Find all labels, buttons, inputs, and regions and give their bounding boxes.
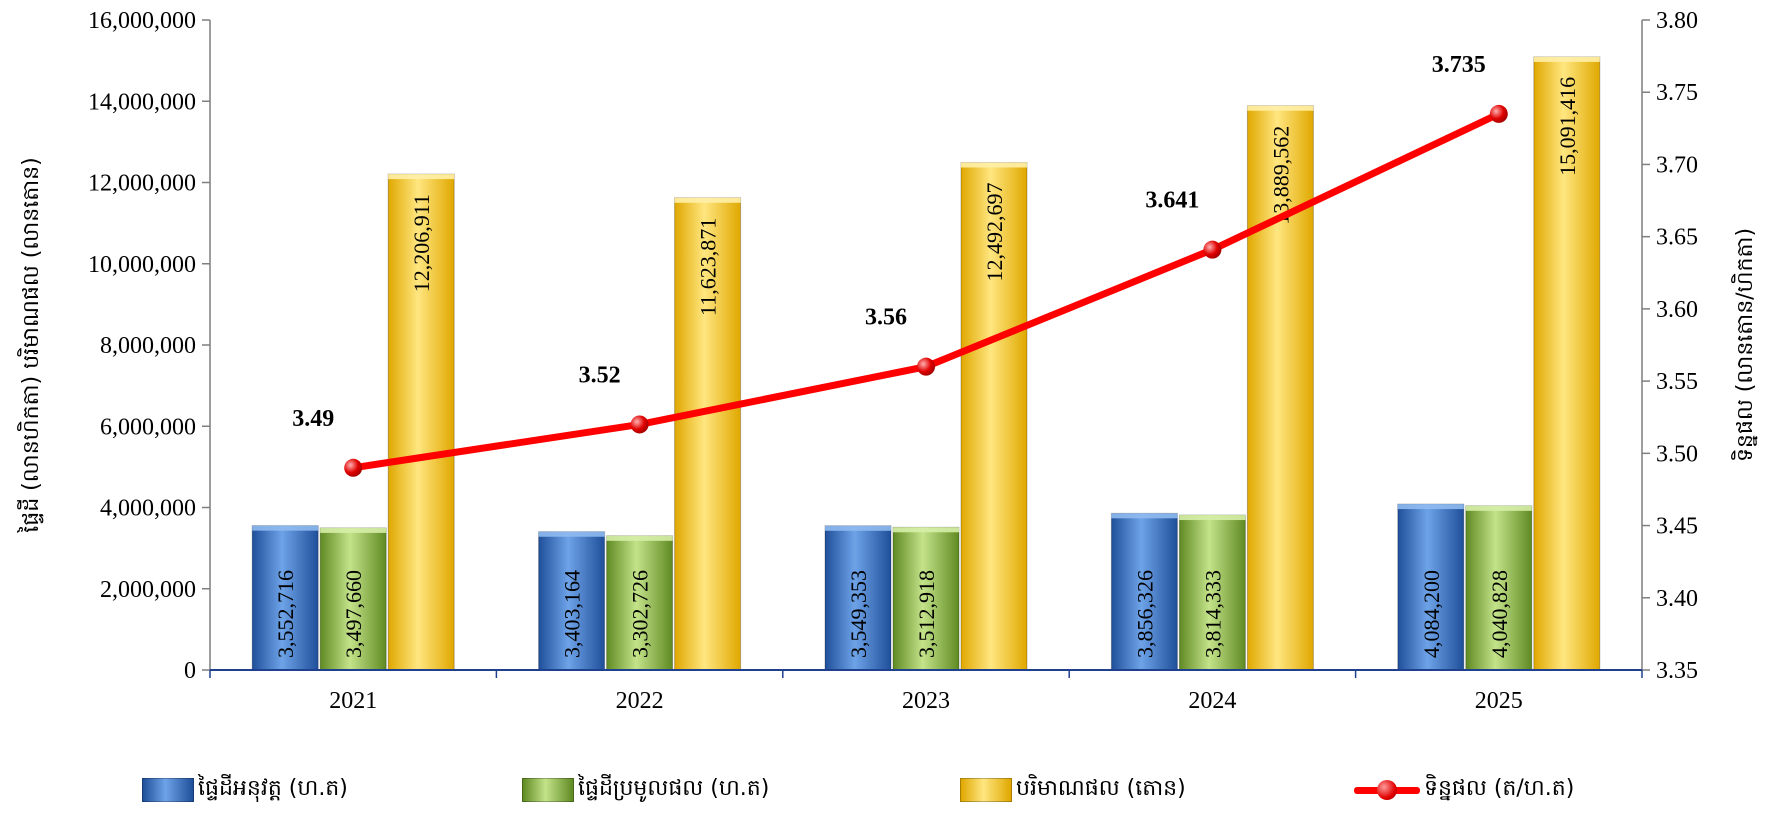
y2-tick-label: 3.55 (1656, 369, 1698, 395)
yield-point (344, 459, 362, 477)
y2-tick-label: 3.60 (1656, 297, 1698, 323)
x-axis-ticks: 2021 2022 2023 2024 2025 (210, 670, 1642, 714)
legend-item-area-harvested: ផ្ទៃដីប្រមូលផល (ហ.ត) (522, 770, 769, 810)
bar-top-highlight (320, 528, 386, 533)
bar-value-label: 3,403,164 (560, 570, 585, 658)
bar-value-label: 4,040,828 (1487, 570, 1512, 658)
yield-point (917, 358, 935, 376)
bar-top-highlight (1534, 57, 1600, 62)
y-tick-label: 6,000,000 (100, 414, 196, 440)
bar-top-highlight (825, 526, 891, 531)
bar-top-highlight (1398, 504, 1464, 509)
bar-top-highlight (1466, 506, 1532, 511)
bar-value-label: 4,084,200 (1419, 570, 1444, 658)
y2-tick-label: 3.70 (1656, 152, 1698, 178)
yield-value-label: 3.735 (1432, 52, 1486, 78)
y2-tick-label: 3.40 (1656, 586, 1698, 612)
bar-value-label: 15,091,416 (1555, 77, 1580, 176)
y2-tick-label: 3.80 (1656, 8, 1698, 34)
y2-tick-label: 3.45 (1656, 514, 1698, 540)
yield-point (631, 415, 649, 433)
bar-value-label: 3,497,660 (341, 570, 366, 658)
yield-value-label: 3.52 (579, 362, 621, 388)
legend-item-area-planted: ផ្ទៃដីអនុវត្ត (ហ.ត) (142, 770, 348, 810)
bar-value-label: 12,492,697 (982, 182, 1007, 281)
bar-top-highlight (252, 526, 318, 531)
bar-value-label: 3,856,326 (1132, 570, 1157, 658)
yield-point (1203, 241, 1221, 259)
x-tick-label: 2025 (1475, 688, 1523, 714)
y-tick-label: 4,000,000 (100, 496, 196, 522)
yield-line: 3.49 3.52 3.56 3.641 3.735 (292, 52, 1508, 477)
bar-top-highlight (961, 162, 1027, 167)
y2-tick-label: 3.75 (1656, 80, 1698, 106)
bar-top-highlight (1179, 515, 1245, 520)
yield-series-line (353, 114, 1499, 468)
legend-item-production: បរិមាណផល (តោន) (960, 770, 1186, 810)
bar-value-label: 3,549,353 (846, 570, 871, 658)
legend-label: ផ្ទៃដីអនុវត្ត (ហ.ត) (198, 774, 348, 806)
y2-axis-ticks: 3.35 3.40 3.45 3.50 3.55 3.60 3.65 3.70 3.75 3.80 (1642, 8, 1698, 684)
legend-swatch-green (522, 778, 574, 802)
y-tick-label: 0 (184, 658, 196, 684)
y-tick-label: 12,000,000 (88, 171, 196, 197)
bar-top-highlight (539, 532, 605, 537)
bar-value-label: 3,302,726 (628, 570, 653, 658)
legend-label: ផ្ទៃដីប្រមូលផល (ហ.ត) (578, 774, 769, 806)
bar-value-label: 3,814,333 (1200, 570, 1225, 658)
yield-point (1490, 105, 1508, 123)
bar-top-highlight (893, 527, 959, 532)
bar-top-highlight (388, 174, 454, 179)
y2-axis-title: ទិន្នផល (លានតោន/ហិកតា) (1731, 228, 1758, 462)
y-tick-label: 14,000,000 (88, 89, 196, 115)
y-tick-label: 10,000,000 (88, 252, 196, 278)
bar-value-label: 11,623,871 (696, 218, 721, 316)
legend-label: ទិន្នផល (ត/ហ.ត) (1424, 774, 1574, 806)
y2-tick-label: 3.65 (1656, 225, 1698, 251)
x-tick-label: 2024 (1188, 688, 1236, 714)
y-axis-title: ផ្ទៃដី (លានហិកតា) បរិមាណផល (លានតោន) (17, 157, 44, 533)
yield-value-label: 3.56 (865, 305, 907, 331)
yield-value-label: 3.49 (292, 406, 334, 432)
x-tick-label: 2023 (902, 688, 950, 714)
y2-tick-label: 3.50 (1656, 441, 1698, 467)
legend-swatch-gold (960, 778, 1012, 802)
x-tick-label: 2021 (329, 688, 377, 714)
legend-line-marker (1354, 779, 1420, 801)
y-tick-label: 8,000,000 (100, 333, 196, 359)
y-axis-ticks: 0 2,000,000 4,000,000 6,000,000 8,000,000 10,… (88, 8, 210, 684)
legend-item-yield: ទិន្នផល (ត/ហ.ត) (1354, 770, 1574, 810)
legend: ផ្ទៃដីអនុវត្ត (ហ.ត) ផ្ទៃដីប្រមូលផល (ហ.ត)… (0, 770, 1772, 810)
bar-value-label: 3,552,716 (273, 570, 298, 658)
bar-top-highlight (607, 536, 673, 541)
yield-value-label: 3.641 (1145, 188, 1199, 214)
bar-value-label: 12,206,911 (409, 194, 434, 292)
y-tick-label: 2,000,000 (100, 577, 196, 603)
bar-top-highlight (1111, 513, 1177, 518)
x-tick-label: 2022 (616, 688, 664, 714)
bar-top-highlight (675, 198, 741, 203)
y2-tick-label: 3.35 (1656, 658, 1698, 684)
legend-swatch-blue (142, 778, 194, 802)
y-tick-label: 16,000,000 (88, 8, 196, 34)
bar-top-highlight (1247, 106, 1313, 111)
bar-value-label: 3,512,918 (914, 570, 939, 658)
legend-label: បរិមាណផល (តោន) (1016, 774, 1186, 806)
